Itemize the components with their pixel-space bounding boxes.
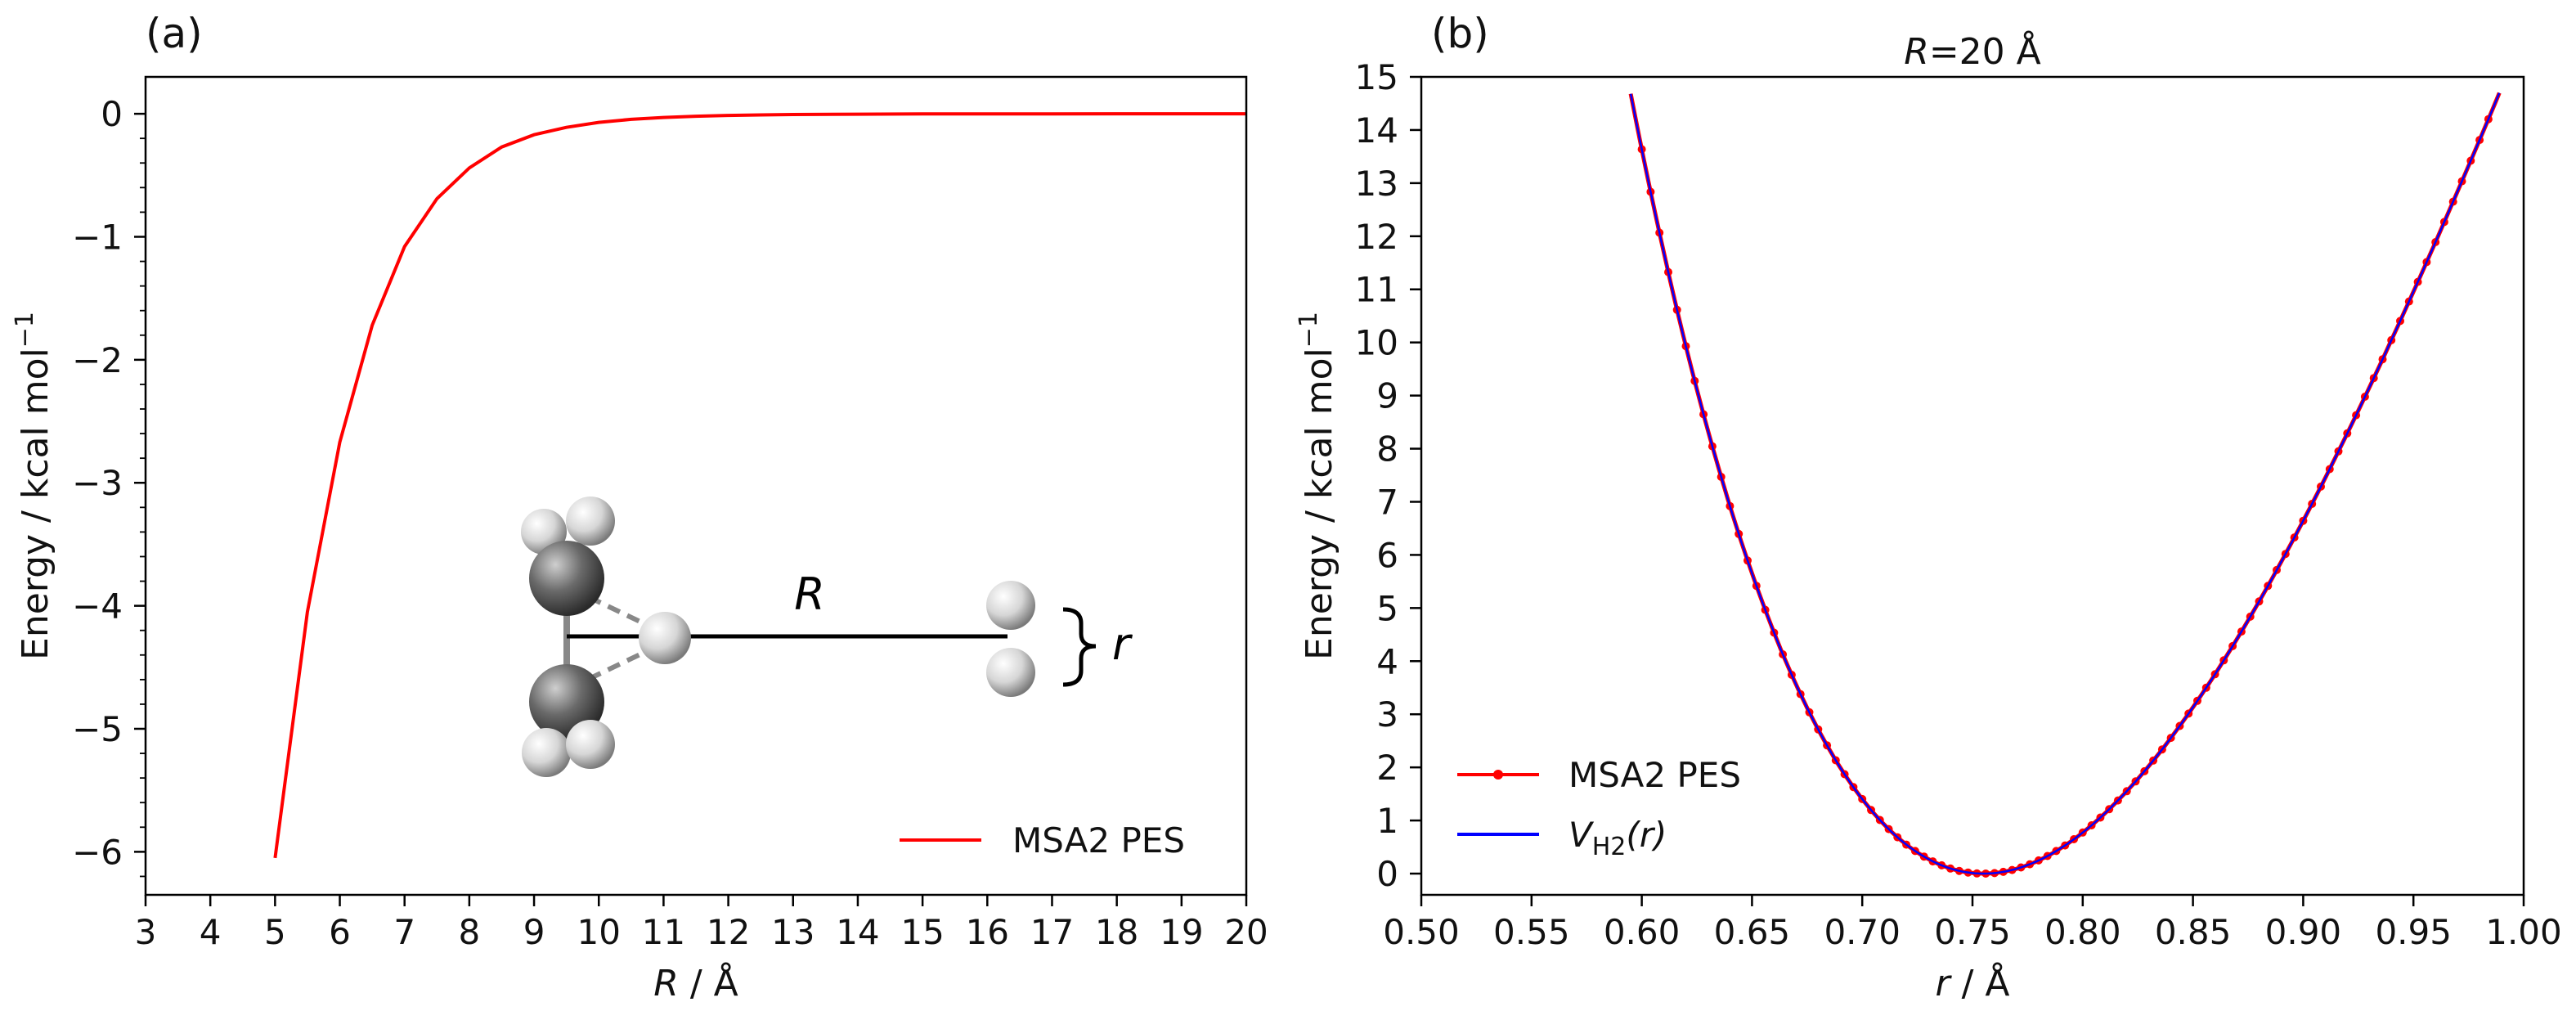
x-tick-label: 11	[642, 912, 685, 952]
x-tick-label: 0.50	[1383, 912, 1460, 952]
x-tick-label: 0.90	[2265, 912, 2342, 952]
x-tick-label: 1.00	[2485, 912, 2562, 952]
x-tick-label: 7	[393, 912, 415, 952]
x-tick-label: 17	[1030, 912, 1074, 952]
x-tick-label: 0.65	[1714, 912, 1791, 952]
molecule-inset: R r	[521, 497, 1133, 777]
y-tick-label: 6	[1376, 535, 1398, 575]
panel-a: (a) 3 4 5 6 7 8 9 10 11 12 13 14 15 16 17 18 19 20 0 −1 −2 −3…	[11, 10, 1268, 1004]
x-tick-label: 4	[200, 912, 222, 952]
y-tick-label: 5	[1376, 588, 1398, 628]
x-tick-label: 0.70	[1824, 912, 1901, 952]
x-tick-label: 0.55	[1493, 912, 1570, 952]
panel-b-label: (b)	[1431, 10, 1489, 57]
panel-a-ticks: 3 4 5 6 7 8 9 10 11 12 13 14 15 16 17 18 19 20 0 −1 −2 −3 −4 −5…	[72, 94, 1268, 952]
y-tick-label: 14	[1355, 110, 1398, 151]
panel-a-label: (a)	[146, 10, 203, 57]
x-tick-label: 13	[771, 912, 815, 952]
x-tick-label: 0.80	[2044, 912, 2121, 952]
x-tick-label: 19	[1160, 912, 1203, 952]
x-tick-label: 12	[707, 912, 750, 952]
x-tick-label: 3	[135, 912, 157, 952]
y-tick-label: −3	[72, 463, 123, 503]
panel-b-title: R=20 Å	[1904, 29, 2041, 73]
panel-a-series	[273, 112, 1246, 859]
panel-b-legend-label-vh2: VH2(r)	[1568, 815, 1667, 861]
x-tick-label: 15	[900, 912, 944, 952]
x-tick-label: 16	[966, 912, 1009, 952]
y-tick-label: 9	[1376, 376, 1398, 416]
y-tick-label: 12	[1355, 217, 1398, 257]
y-tick-label: 13	[1355, 164, 1398, 204]
panel-b-plot-area	[1628, 92, 2502, 878]
panel-b-series	[1628, 92, 2502, 878]
panel-b-xlabel: r / Å	[1936, 961, 2010, 1004]
y-tick-label: 7	[1376, 482, 1398, 522]
panel-b-legend-label-msa2: MSA2 PES	[1568, 755, 1741, 795]
x-tick-label: 14	[836, 912, 879, 952]
y-tick-label: 15	[1355, 57, 1398, 97]
y-tick-label: −2	[72, 340, 123, 380]
y-tick-label: 8	[1376, 429, 1398, 470]
x-tick-label: 9	[523, 912, 545, 952]
x-tick-label: 18	[1095, 912, 1138, 952]
inset-label-R: R	[794, 568, 825, 620]
y-tick-label: 2	[1376, 748, 1398, 788]
y-tick-label: 0	[1376, 854, 1398, 894]
panel-a-legend-label: MSA2 PES	[1012, 820, 1185, 860]
x-tick-label: 0.95	[2375, 912, 2452, 952]
y-tick-label: 3	[1376, 694, 1398, 735]
panel-b-legend-marker	[1493, 770, 1503, 780]
y-tick-label: −5	[72, 709, 123, 749]
inset-label-r: r	[1112, 618, 1133, 670]
panel-b-ylabel: Energy / kcal mol−1	[1295, 312, 1340, 660]
y-tick-label: 10	[1355, 323, 1398, 363]
y-tick-label: −1	[72, 217, 123, 257]
y-tick-label: −6	[72, 832, 123, 872]
x-tick-label: 5	[264, 912, 286, 952]
series-msa2-pes-line	[273, 112, 1246, 859]
panel-a-legend: MSA2 PES	[900, 820, 1185, 860]
panel-a-ylabel: Energy / kcal mol−1	[11, 312, 56, 660]
series-msa2-pes-line	[1628, 92, 2502, 876]
panel-b-ticks: 0.50 0.55 0.60 0.65 0.70 0.75 0.80 0.85 0.90 0.95…	[1355, 57, 2562, 952]
series-vh2-line	[1629, 92, 2501, 875]
y-tick-label: 0	[101, 94, 123, 134]
x-tick-label: 20	[1224, 912, 1268, 952]
y-tick-label: 1	[1376, 801, 1398, 841]
panel-b-frame	[1420, 75, 2525, 896]
x-tick-label: 10	[577, 912, 621, 952]
y-tick-label: −4	[72, 586, 123, 627]
x-tick-label: 0.60	[1604, 912, 1681, 952]
panel-b-legend: MSA2 PES VH2(r)	[1457, 755, 1741, 861]
x-tick-label: 8	[459, 912, 481, 952]
panel-b: (b) R=20 Å 0.50 0.55 0.60 0.65 0.70 0.75 0.80 0…	[1295, 10, 2562, 1004]
y-tick-label: 11	[1355, 270, 1398, 310]
x-tick-label: 6	[329, 912, 351, 952]
x-tick-label: 0.85	[2155, 912, 2232, 952]
y-tick-label: 4	[1376, 641, 1398, 681]
panel-a-xlabel: R / Å	[653, 961, 738, 1004]
x-tick-label: 0.75	[1934, 912, 2011, 952]
panel-a-frame	[144, 75, 1248, 896]
